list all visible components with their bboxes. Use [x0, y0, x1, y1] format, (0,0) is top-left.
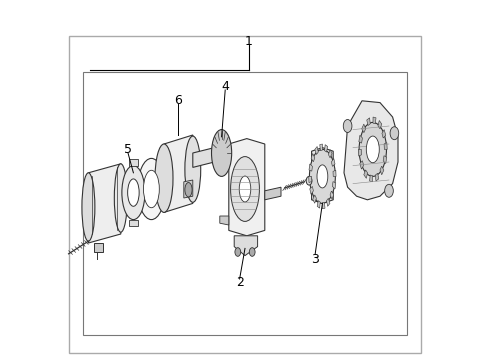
Text: 1: 1 [245, 35, 252, 48]
Polygon shape [220, 216, 229, 225]
Polygon shape [382, 130, 386, 138]
Bar [69, 36, 421, 353]
Ellipse shape [310, 149, 335, 203]
Polygon shape [312, 148, 333, 203]
Polygon shape [129, 159, 138, 166]
Polygon shape [383, 156, 387, 163]
Polygon shape [378, 121, 382, 129]
Ellipse shape [306, 176, 312, 185]
Bar [83, 72, 407, 335]
Polygon shape [309, 176, 312, 183]
Polygon shape [367, 118, 370, 126]
Ellipse shape [138, 158, 165, 220]
Ellipse shape [317, 165, 328, 188]
Polygon shape [373, 117, 376, 124]
Ellipse shape [249, 248, 255, 256]
Ellipse shape [185, 136, 201, 202]
Polygon shape [332, 182, 336, 189]
Polygon shape [380, 166, 384, 175]
Polygon shape [229, 139, 265, 236]
Polygon shape [309, 164, 313, 171]
Polygon shape [369, 175, 372, 182]
Polygon shape [129, 220, 138, 226]
Text: 4: 4 [221, 80, 229, 93]
Ellipse shape [235, 248, 241, 256]
Polygon shape [317, 201, 320, 208]
Ellipse shape [127, 179, 139, 206]
Ellipse shape [114, 164, 127, 232]
Text: 3: 3 [311, 253, 319, 266]
Polygon shape [364, 170, 368, 178]
Polygon shape [326, 198, 330, 206]
Polygon shape [328, 149, 332, 158]
Polygon shape [360, 161, 364, 169]
Polygon shape [234, 236, 258, 256]
Ellipse shape [367, 136, 379, 163]
Polygon shape [94, 243, 103, 252]
Polygon shape [184, 180, 193, 198]
Text: 5: 5 [124, 143, 132, 156]
Ellipse shape [82, 173, 95, 241]
Polygon shape [311, 153, 315, 162]
Polygon shape [333, 170, 336, 176]
Polygon shape [322, 202, 325, 209]
Polygon shape [310, 186, 314, 194]
Polygon shape [330, 191, 334, 199]
Ellipse shape [239, 176, 251, 202]
Text: 6: 6 [174, 94, 182, 107]
Polygon shape [145, 185, 152, 200]
Polygon shape [320, 144, 322, 150]
Ellipse shape [343, 120, 352, 132]
Polygon shape [375, 173, 379, 181]
Ellipse shape [385, 184, 393, 197]
Polygon shape [265, 187, 281, 200]
Text: 2: 2 [236, 276, 244, 289]
Polygon shape [358, 149, 362, 156]
Ellipse shape [122, 166, 145, 220]
Polygon shape [344, 101, 398, 200]
Ellipse shape [185, 183, 192, 197]
Polygon shape [315, 147, 318, 154]
Polygon shape [193, 146, 221, 167]
Ellipse shape [390, 127, 399, 140]
Polygon shape [362, 124, 366, 133]
Polygon shape [324, 145, 328, 152]
Polygon shape [359, 135, 363, 143]
Polygon shape [331, 158, 335, 166]
Ellipse shape [212, 130, 232, 176]
Polygon shape [220, 153, 229, 162]
Polygon shape [88, 164, 121, 243]
Polygon shape [313, 195, 317, 203]
Ellipse shape [359, 122, 387, 176]
Polygon shape [164, 135, 193, 212]
Ellipse shape [231, 157, 259, 221]
Ellipse shape [155, 144, 173, 212]
Ellipse shape [144, 170, 159, 208]
Polygon shape [384, 143, 387, 149]
